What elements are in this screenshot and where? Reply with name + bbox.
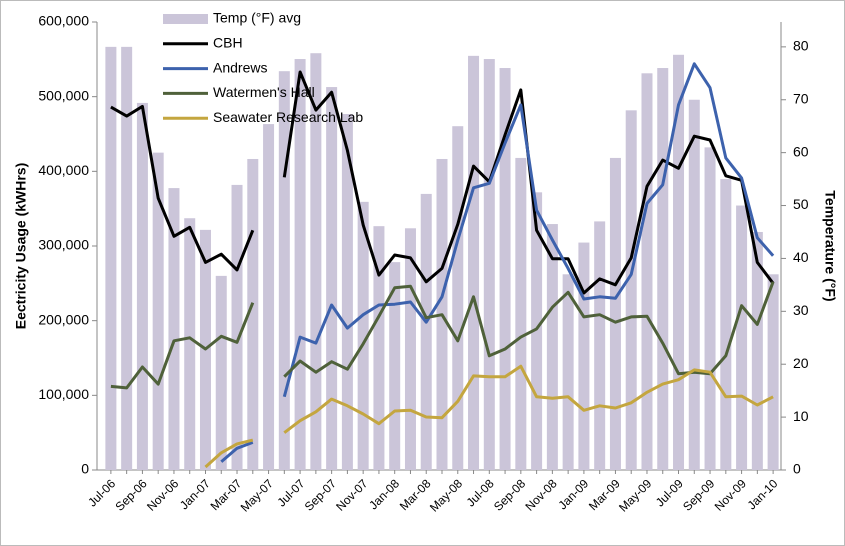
bar: [657, 68, 669, 470]
bar: [673, 54, 685, 470]
bar: [231, 184, 243, 470]
y-tick-label: 0: [81, 461, 89, 477]
bar: [263, 124, 275, 470]
y2-tick-label: 30: [793, 302, 809, 318]
legend-label: Watermen's Hall: [213, 84, 315, 100]
y2-tick-label: 0: [793, 461, 801, 477]
bar: [341, 114, 353, 471]
legend-swatch: [163, 14, 208, 24]
bar: [767, 274, 779, 470]
bar: [404, 228, 416, 470]
bar: [373, 226, 385, 470]
bar: [168, 188, 180, 470]
y-tick-label: 400,000: [38, 162, 89, 178]
y-tick-label: 300,000: [38, 237, 89, 253]
bar: [121, 46, 133, 471]
y2-tick-label: 20: [793, 355, 809, 371]
bar: [515, 157, 527, 470]
bar: [562, 274, 574, 470]
bar: [136, 102, 148, 470]
bar: [609, 157, 621, 470]
bar: [152, 152, 164, 470]
y-axis-title: Eectricity Usage (kWHrs): [13, 163, 29, 330]
bar: [704, 147, 716, 470]
legend-label: Temp (°F) avg: [213, 10, 301, 26]
bar: [294, 59, 306, 471]
bar: [468, 55, 480, 471]
bar: [247, 158, 259, 470]
y2-tick-label: 40: [793, 249, 809, 265]
bar: [184, 218, 196, 470]
y-tick-label: 600,000: [38, 13, 89, 29]
bar: [641, 73, 653, 470]
y2-tick-label: 50: [793, 196, 809, 212]
bar: [420, 193, 432, 471]
bar: [278, 71, 290, 470]
bar: [688, 99, 700, 470]
bar: [483, 59, 495, 471]
y2-tick-label: 80: [793, 38, 809, 54]
line: [204, 364, 774, 469]
bar: [736, 205, 748, 471]
bar: [215, 275, 227, 470]
y2-tick-label: 60: [793, 143, 809, 159]
y2-tick-label: 70: [793, 90, 809, 106]
bar: [326, 87, 338, 470]
legend-label: Andrews: [213, 59, 267, 75]
bar: [310, 53, 322, 471]
bar: [720, 179, 732, 470]
bar: [499, 68, 511, 470]
bar: [389, 262, 401, 470]
bar: [531, 192, 543, 470]
bar: [625, 110, 637, 471]
bar: [357, 201, 369, 470]
bar: [751, 231, 763, 470]
bar: [578, 242, 590, 470]
line: [220, 62, 775, 463]
bar: [546, 224, 558, 470]
y2-axis-title: Temperature (°F): [822, 190, 838, 301]
y-tick-label: 500,000: [38, 87, 89, 103]
legend-label: Seawater Research Lab: [213, 109, 363, 125]
y-tick-label: 200,000: [38, 311, 89, 327]
y2-tick-label: 10: [793, 408, 809, 424]
bar: [452, 126, 464, 470]
bar: [594, 221, 606, 470]
legend-label: CBH: [213, 35, 243, 51]
y-tick-label: 100,000: [38, 386, 89, 402]
bar: [105, 46, 117, 471]
